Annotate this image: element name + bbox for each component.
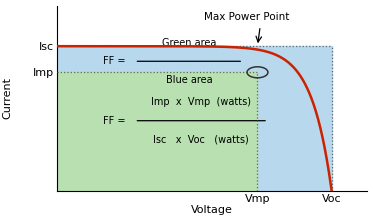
Text: FF =: FF =: [103, 116, 129, 126]
Text: Current: Current: [2, 77, 12, 119]
Text: Green area: Green area: [162, 38, 216, 48]
X-axis label: Voltage: Voltage: [191, 206, 233, 215]
Text: Blue area: Blue area: [166, 75, 212, 85]
Text: Max Power Point: Max Power Point: [204, 11, 289, 21]
Text: Imp  x  Vmp  (watts): Imp x Vmp (watts): [151, 97, 251, 107]
Text: Isc   x  Voc   (watts): Isc x Voc (watts): [153, 134, 249, 144]
Text: FF =: FF =: [103, 56, 129, 66]
